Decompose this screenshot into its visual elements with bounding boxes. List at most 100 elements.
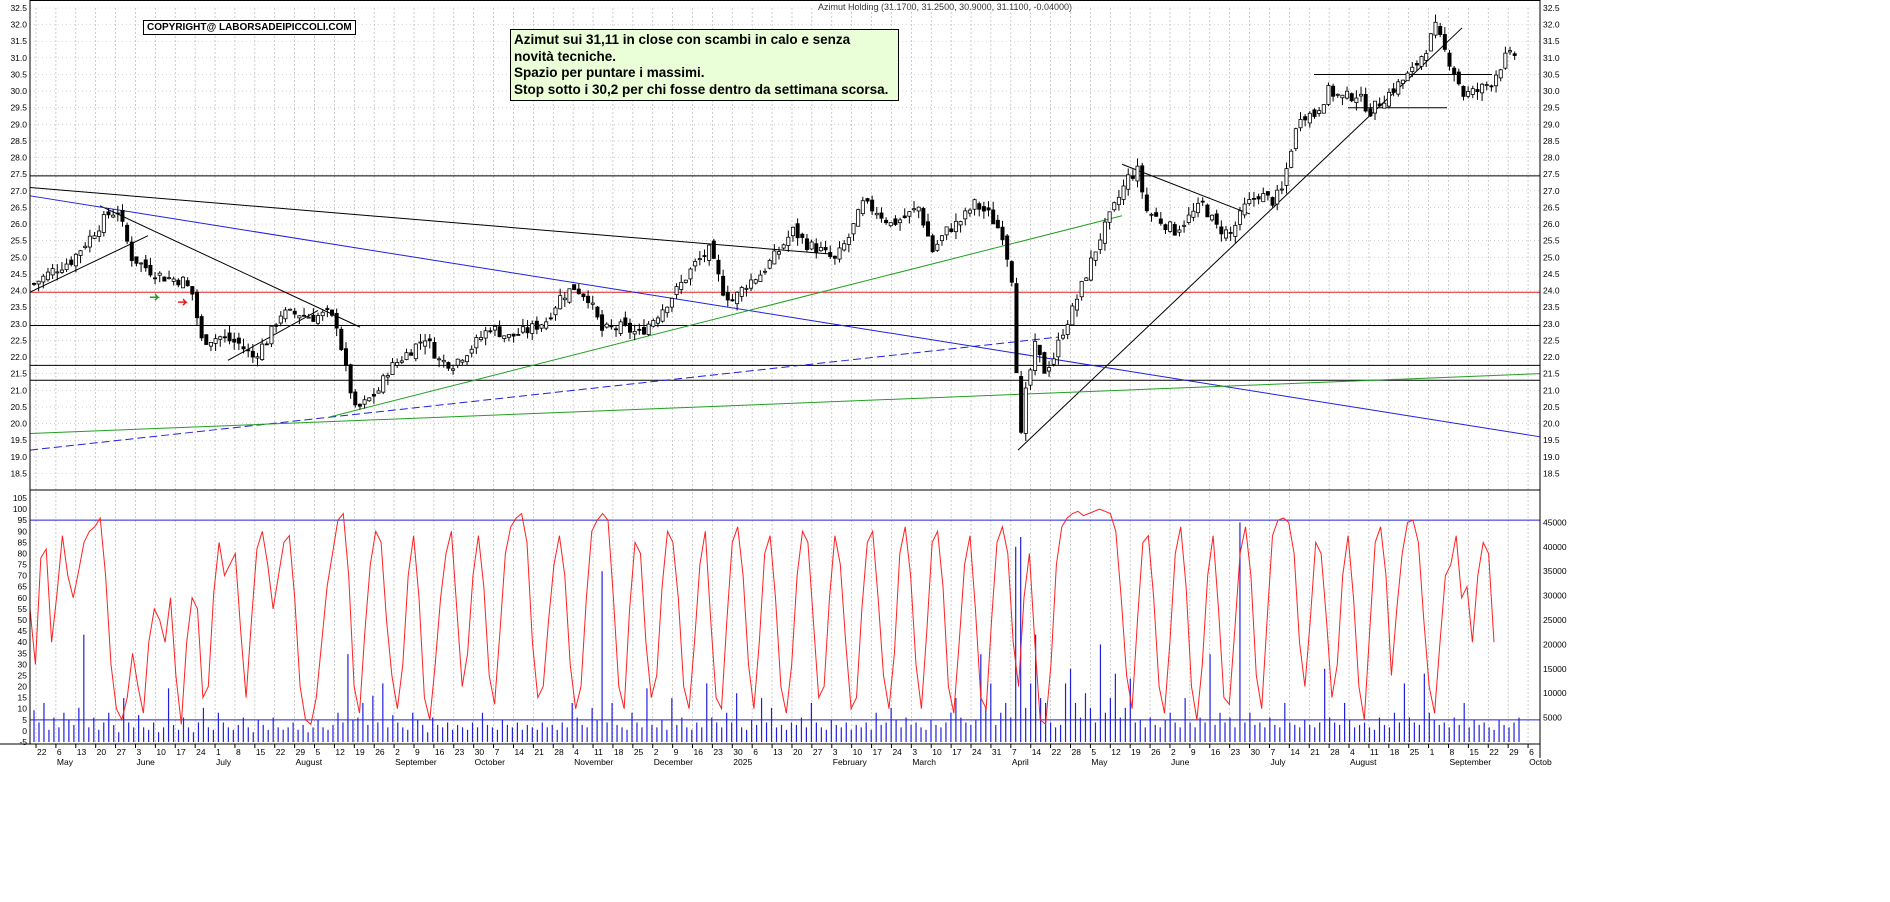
price-tick-left: 19.0	[10, 452, 27, 462]
price-tick-right: 26.5	[1543, 202, 1560, 212]
candle-body	[1494, 74, 1499, 87]
candle-body	[1424, 53, 1429, 61]
price-tick-right: 25.5	[1543, 236, 1560, 246]
date-tick-label: 2	[1171, 747, 1176, 757]
date-tick-label: 30	[733, 747, 743, 757]
candle-body	[1480, 83, 1485, 94]
candle-body	[1256, 196, 1261, 200]
price-tick-right: 28.0	[1543, 153, 1560, 163]
candle-body	[241, 346, 246, 350]
candle-body	[1386, 91, 1391, 107]
candle-body	[87, 235, 92, 248]
candle-body	[1410, 66, 1415, 72]
price-tick-left: 23.0	[10, 319, 27, 329]
oscillator-tick: 45	[18, 626, 28, 636]
candle-body	[41, 275, 46, 283]
date-tick-label: 25	[634, 747, 644, 757]
volume-tick: 25000	[1543, 615, 1567, 625]
candle-body	[1028, 369, 1033, 386]
date-tick-label: 1	[1430, 747, 1435, 757]
month-label: August	[1350, 757, 1377, 767]
candle-body	[1107, 211, 1112, 223]
candle-body	[1382, 102, 1387, 109]
candle-body	[888, 222, 893, 227]
price-tick-left: 32.5	[10, 3, 27, 13]
oscillator	[29, 508, 1540, 726]
trend-line	[29, 195, 1541, 438]
candle-body	[1359, 93, 1364, 97]
candle-body	[1475, 89, 1480, 93]
candle-body	[1210, 214, 1215, 221]
candle-body	[1042, 352, 1047, 374]
candle-body	[208, 342, 213, 347]
candle-body	[125, 224, 130, 242]
candle-body	[995, 219, 1000, 229]
candle-body	[236, 337, 241, 344]
candle-body	[846, 237, 851, 245]
candle-body	[1116, 196, 1121, 206]
date-tick-label: 25	[1410, 747, 1420, 757]
date-tick-label: 11	[1370, 747, 1379, 757]
date-tick-label: 7	[1012, 747, 1017, 757]
candle-body	[1345, 90, 1350, 99]
candle-body	[371, 393, 376, 397]
candle-body	[763, 270, 768, 273]
month-label: March	[912, 757, 936, 767]
candle-body	[614, 328, 619, 331]
oscillator-tick: 80	[18, 548, 28, 558]
candle-body	[180, 276, 185, 289]
trend-line	[29, 187, 831, 255]
candle-body	[78, 250, 83, 256]
candle-body	[1130, 175, 1135, 179]
candle-body	[553, 307, 558, 316]
price-tick-left: 25.5	[10, 236, 27, 246]
candle-body	[828, 252, 833, 257]
price-tick-left: 24.5	[10, 269, 27, 279]
candle-body	[460, 359, 465, 363]
candle-body	[567, 288, 572, 303]
price-tick-left: 27.5	[10, 169, 27, 179]
candle-body	[595, 306, 600, 318]
candle-body	[609, 325, 614, 328]
month-label: February	[833, 757, 868, 767]
candle-body	[539, 324, 544, 329]
candle-body	[655, 317, 660, 324]
price-tick-left: 22.0	[10, 352, 27, 362]
price-tick-right: 24.0	[1543, 286, 1560, 296]
candle-body	[1331, 85, 1336, 97]
candle-body	[1456, 71, 1461, 85]
candle-body	[1508, 50, 1513, 53]
candle-body	[1019, 376, 1024, 433]
oscillator-tick: 75	[18, 560, 28, 570]
candle-body	[129, 241, 134, 262]
date-tick-label: 29	[296, 747, 306, 757]
candle-body	[1233, 224, 1238, 237]
candle-body	[697, 258, 702, 261]
date-tick-label: 3	[912, 747, 917, 757]
month-label: June	[1171, 757, 1190, 767]
candle-body	[357, 403, 362, 407]
month-label: October	[475, 757, 505, 767]
candle-body	[977, 203, 982, 210]
price-tick-left: 19.5	[10, 435, 27, 445]
candle-body	[1265, 191, 1270, 196]
candle-body	[204, 334, 209, 345]
candle-body	[1005, 235, 1010, 260]
candle-body	[1149, 213, 1154, 216]
date-tick-label: 19	[1131, 747, 1141, 757]
candle-body	[297, 315, 302, 319]
date-tick-label: 7	[1270, 747, 1275, 757]
candle-body	[1200, 200, 1205, 203]
candle-body	[641, 327, 646, 335]
candle-body	[1452, 67, 1457, 75]
price-tick-right: 23.0	[1543, 319, 1560, 329]
candle-body	[306, 316, 311, 319]
price-tick-right: 19.0	[1543, 452, 1560, 462]
candle-body	[92, 235, 97, 239]
date-tick-label: 2	[395, 747, 400, 757]
candle-body	[1503, 52, 1508, 69]
candle-body	[623, 317, 628, 326]
candle-body	[167, 277, 172, 280]
candle-body	[1014, 283, 1019, 374]
candle-body	[1168, 221, 1173, 232]
